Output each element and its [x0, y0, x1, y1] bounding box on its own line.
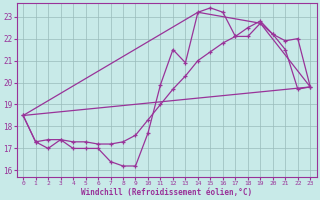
X-axis label: Windchill (Refroidissement éolien,°C): Windchill (Refroidissement éolien,°C) — [81, 188, 252, 197]
